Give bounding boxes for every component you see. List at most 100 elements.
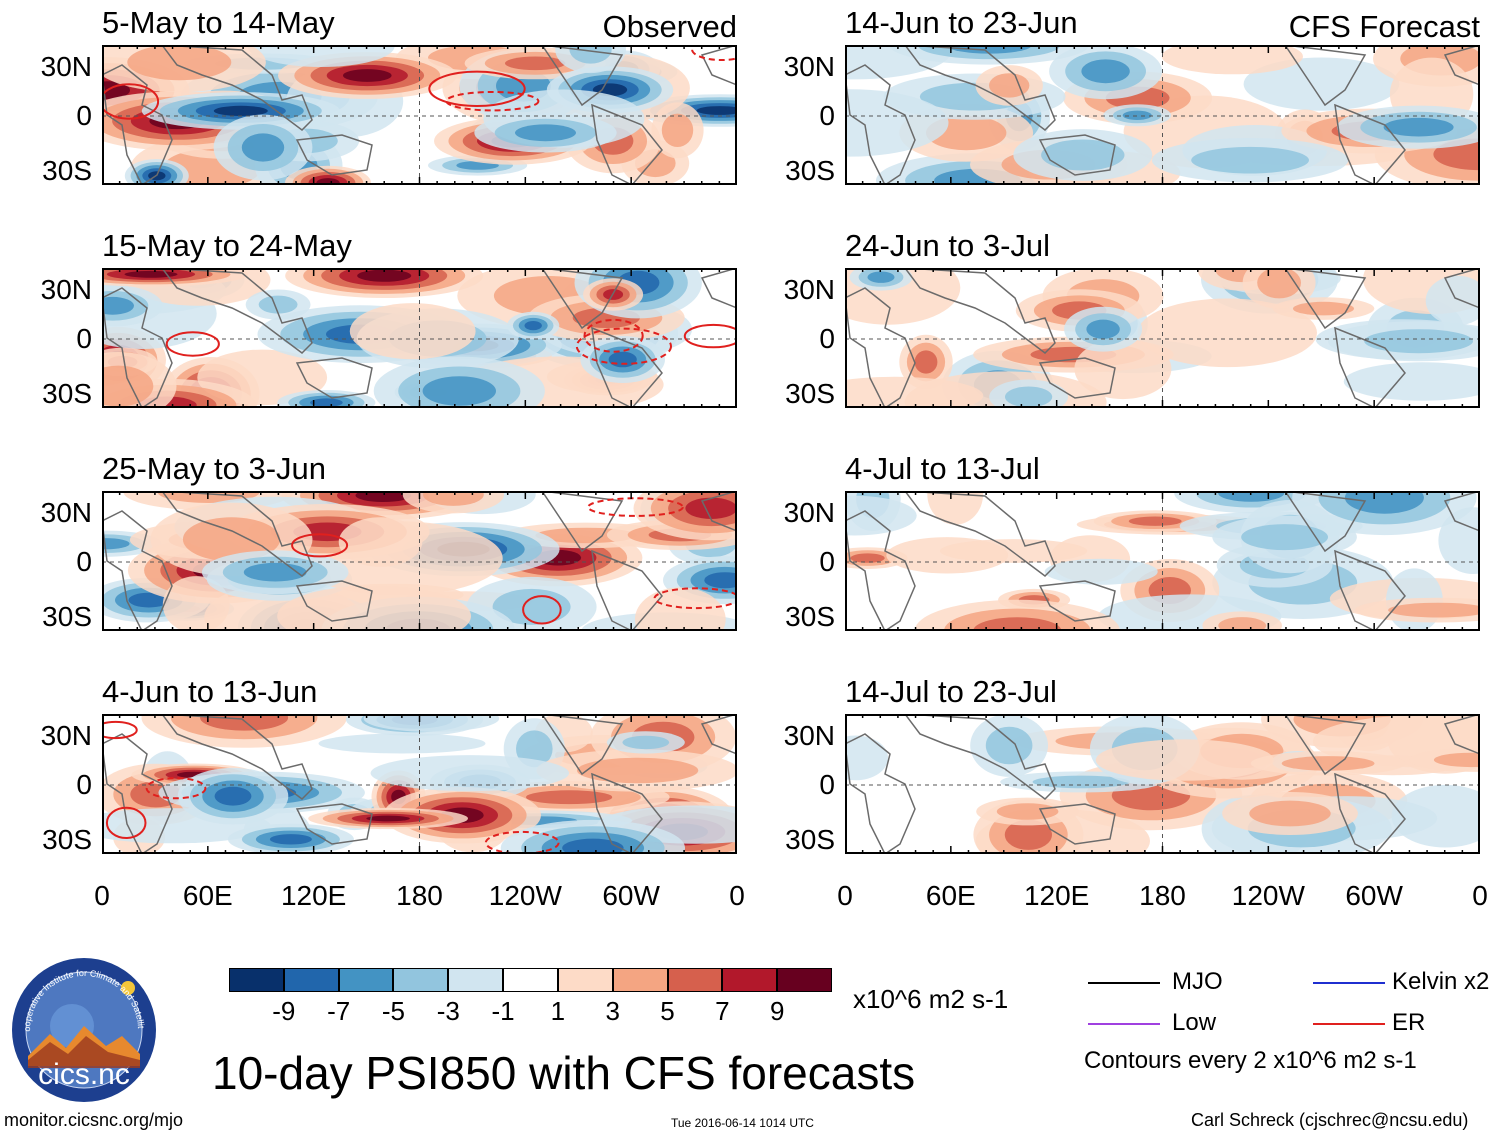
colorbar-swatch — [448, 968, 504, 992]
colorbar-tick-label: 1 — [550, 996, 566, 1026]
colorbar-swatch — [557, 968, 613, 992]
x-tick-label: 120W — [488, 880, 562, 911]
negative-anomaly — [363, 714, 500, 732]
colorbar-swatch — [667, 968, 723, 992]
positive-anomaly — [576, 757, 699, 784]
positive-anomaly — [343, 69, 392, 82]
legend-label: MJO — [1172, 968, 1223, 995]
map-panel — [845, 714, 1480, 854]
coastline — [295, 580, 373, 622]
er-contour — [484, 830, 560, 854]
negative-anomaly — [1425, 275, 1480, 326]
y-tick-label: 30N — [783, 720, 835, 751]
negative-anomaly — [422, 376, 496, 406]
anomaly-field — [102, 268, 737, 408]
positive-anomaly — [1218, 617, 1267, 631]
x-tick-label: 60E — [182, 880, 233, 911]
colorbar-swatch — [612, 968, 668, 992]
er-contour — [145, 777, 207, 800]
coastline — [845, 510, 916, 631]
negative-anomaly — [241, 133, 285, 162]
negative-anomaly — [102, 296, 134, 315]
footer-timestamp: Tue 2016-06-14 1014 UTC — [671, 1116, 814, 1130]
er-contour — [575, 327, 673, 365]
positive-anomaly — [526, 790, 613, 805]
y-tick-label: 30S — [785, 824, 835, 855]
negative-anomaly — [1343, 362, 1480, 401]
y-tick-label: 30S — [785, 155, 835, 186]
positive-anomaly — [1249, 800, 1331, 827]
er-contour — [105, 806, 147, 840]
y-tick-label: 30S — [42, 155, 92, 186]
footer-url: monitor.cicsnc.org/mjo — [4, 1110, 184, 1130]
positive-anomaly — [634, 587, 726, 631]
positive-anomaly — [505, 56, 566, 71]
negative-anomaly — [1122, 110, 1152, 121]
legend-label: ER — [1392, 1009, 1426, 1036]
legend-line — [1088, 982, 1160, 984]
x-tick-label: 60E — [925, 880, 976, 911]
y-tick-label: 0 — [819, 769, 835, 800]
map-panel — [102, 714, 737, 854]
colorbar-tick-label: 7 — [715, 996, 730, 1026]
colorbar-tick-label: 9 — [769, 996, 785, 1026]
coastline — [591, 772, 663, 854]
er-contour — [587, 497, 684, 517]
y-tick-label: 30S — [42, 824, 92, 855]
positive-anomaly — [102, 365, 154, 407]
panel-title: 14-Jul to 23-Jul — [845, 674, 1057, 709]
negative-anomaly — [258, 295, 298, 314]
coastline — [1334, 103, 1406, 185]
positive-anomaly — [338, 517, 423, 567]
y-tick-label: 30S — [42, 601, 92, 632]
positive-anomaly — [845, 376, 984, 408]
negative-anomaly — [1391, 784, 1480, 848]
coastline — [102, 64, 173, 185]
anomaly-field — [845, 268, 1480, 408]
coastline — [904, 268, 1056, 354]
y-tick-label: 30S — [42, 378, 92, 409]
er-contour — [653, 587, 737, 610]
anomaly-field — [845, 491, 1480, 631]
legend-line — [1088, 1023, 1160, 1025]
coastline — [1334, 326, 1406, 408]
negative-anomaly — [1086, 319, 1120, 339]
cics-logo-graphic: Cooperative Institute for Climate and Sa… — [7, 948, 156, 1102]
negative-anomaly — [1243, 57, 1400, 111]
negative-anomaly — [1005, 386, 1053, 408]
colorbar-tick-label: -1 — [491, 996, 515, 1026]
y-tick-label: 30N — [40, 497, 92, 528]
x-tick-label: 180 — [1139, 880, 1186, 911]
coastline — [1284, 45, 1367, 107]
panel-title: 4-Jun to 13-Jun — [102, 674, 318, 709]
negative-anomaly — [1041, 139, 1125, 171]
y-tick-label: 30N — [783, 51, 835, 82]
negative-anomaly — [608, 351, 637, 368]
positive-anomaly — [423, 491, 484, 506]
y-tick-label: 30N — [783, 497, 835, 528]
coastline — [1038, 803, 1116, 845]
coastline — [1334, 772, 1406, 854]
negative-anomaly — [622, 735, 670, 750]
x-tick-label: 60W — [1345, 880, 1403, 911]
panel-title: 25-May to 3-Jun — [102, 451, 326, 486]
negative-anomaly — [1364, 329, 1473, 354]
panel-title: 15-May to 24-May — [102, 228, 352, 263]
positive-anomaly — [1004, 819, 1052, 850]
coastline — [1443, 45, 1480, 86]
coastline — [591, 549, 663, 631]
positive-anomaly — [1128, 516, 1182, 526]
anomaly-field — [845, 714, 1480, 854]
positive-anomaly — [661, 113, 694, 147]
panel-title: 24-Jun to 3-Jul — [845, 228, 1051, 263]
colorbar-swatch — [283, 968, 339, 992]
map-panel — [845, 491, 1480, 631]
colorbar-swatch — [722, 968, 778, 992]
y-tick-label: 30N — [40, 720, 92, 751]
colorbar-tick-label: -7 — [327, 996, 351, 1026]
positive-anomaly — [1433, 752, 1480, 768]
colorbar-swatch — [503, 968, 558, 992]
y-tick-label: 30N — [783, 274, 835, 305]
positive-anomaly — [914, 350, 938, 374]
map-panel — [845, 45, 1480, 185]
